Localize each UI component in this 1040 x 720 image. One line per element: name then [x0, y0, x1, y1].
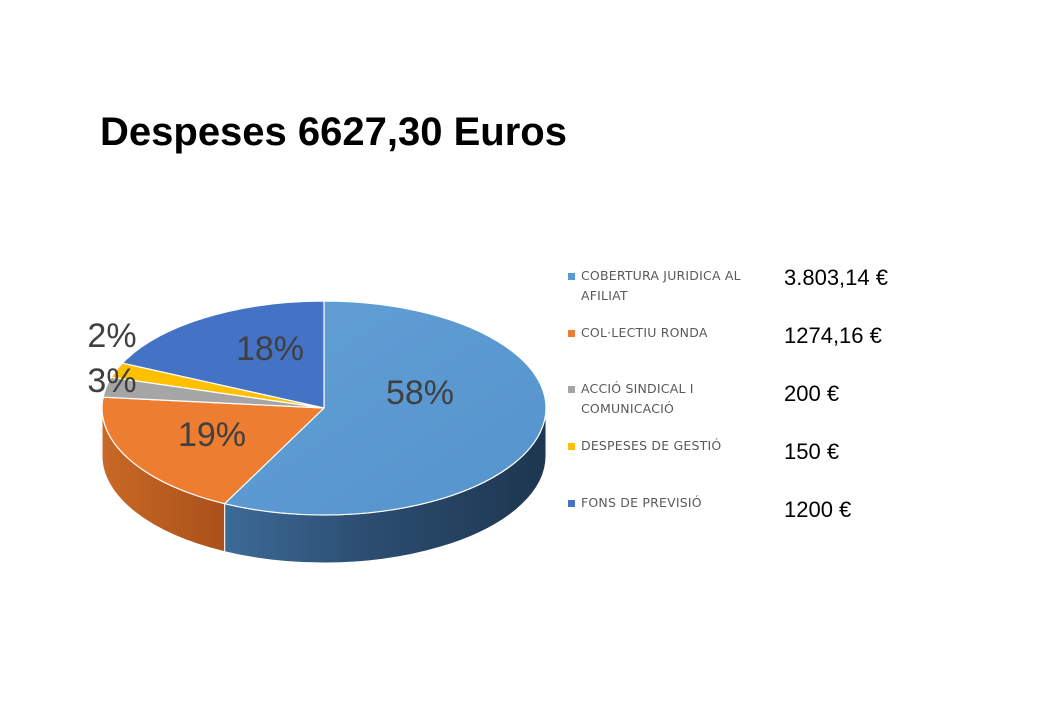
legend-label-fons: FONS DE PREVISIÓ: [581, 495, 702, 510]
legend-item-cobertura: COBERTURA JURIDICA AL AFILIAT: [568, 266, 768, 306]
amount-accio: 200 €: [784, 381, 840, 406]
amount-fons: 1200 €: [784, 497, 852, 522]
amount-despeses: 150 €: [784, 439, 840, 464]
chart-title: Despeses 6627,30 Euros: [100, 110, 567, 154]
pie-top-layer: [101, 300, 547, 516]
legend-swatch-fons: [568, 500, 575, 507]
legend-swatch-accio: [568, 386, 575, 393]
pie-label-despeses: 2%: [87, 317, 136, 355]
legend-label-cobertura: COBERTURA JURIDICA AL AFILIAT: [581, 268, 741, 303]
legend-item-accio: ACCIÓ SINDICAL I COMUNICACIÓ: [568, 379, 768, 419]
amount-col-lectiu: 1274,16 €: [784, 323, 882, 348]
legend-item-despeses: DESPESES DE GESTIÓ: [568, 436, 768, 456]
pie-slice-col-lectiu: [101, 396, 325, 505]
pie-slice-cobertura: [224, 300, 547, 516]
pie-label-cobertura: 58%: [386, 374, 454, 412]
legend-label-accio: ACCIÓ SINDICAL I COMUNICACIÓ: [581, 381, 694, 416]
pie-label-fons: 18%: [236, 330, 304, 368]
legend-label-despeses: DESPESES DE GESTIÓ: [581, 438, 722, 453]
legend-item-fons: FONS DE PREVISIÓ: [568, 493, 768, 513]
legend-swatch-col-lectiu: [568, 330, 575, 337]
pie-label-accio: 3%: [87, 362, 136, 400]
legend-item-col-lectiu: COL·LECTIU RONDA: [568, 323, 768, 343]
pie-label-col-lectiu: 19%: [178, 416, 246, 454]
pie-label-layer: 58% 19% 3% 2% 18%: [87, 317, 454, 454]
amount-cobertura: 3.803,14 €: [784, 265, 888, 290]
legend-swatch-despeses: [568, 443, 575, 450]
pie-slice-fons: [121, 300, 325, 409]
legend-swatch-cobertura: [568, 273, 575, 280]
legend-label-col-lectiu: COL·LECTIU RONDA: [581, 325, 708, 340]
